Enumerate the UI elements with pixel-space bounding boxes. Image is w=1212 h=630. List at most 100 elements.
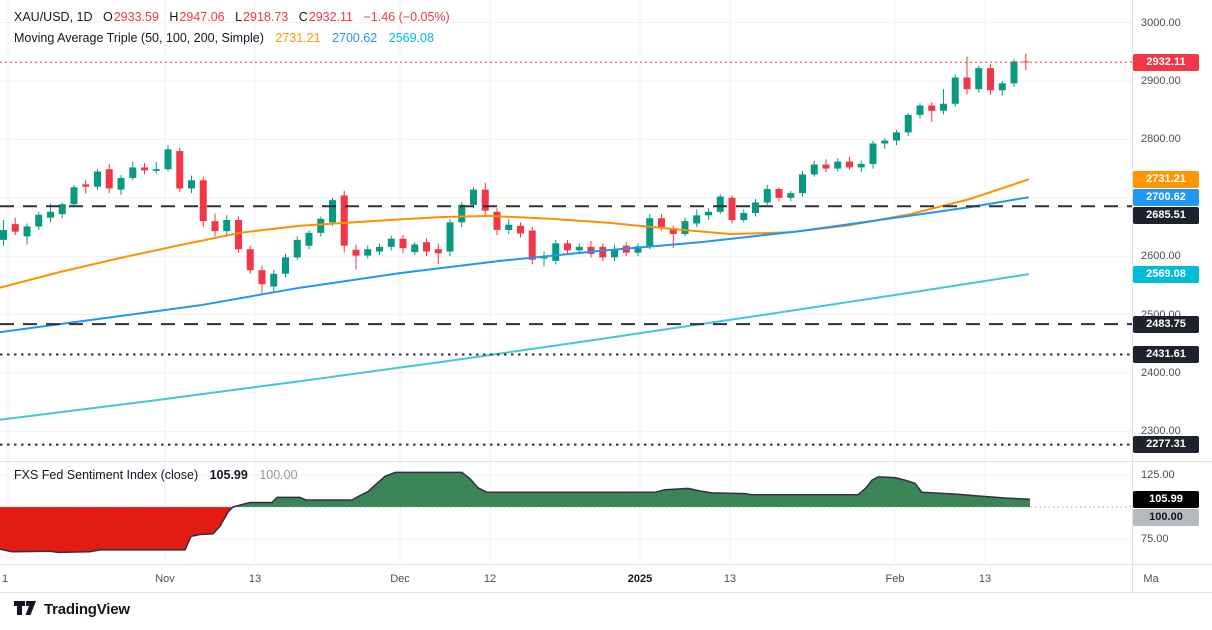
change-value: −1.46 (−0.05%)	[363, 10, 450, 24]
candle-up	[70, 187, 78, 205]
candle-down	[352, 249, 360, 256]
ohlc-low: L2918.73	[235, 10, 289, 24]
ohlc-high: H2947.06	[169, 10, 225, 24]
price-badge: 2483.75	[1133, 315, 1199, 333]
candle-up	[916, 105, 924, 115]
tradingview-label: TradingView	[44, 601, 130, 618]
price-tick: 2800.00	[1141, 133, 1181, 146]
ma-indicator-title: Moving Average Triple (50, 100, 200, Sim…	[14, 31, 264, 45]
ma-indicator-legend[interactable]: Moving Average Triple (50, 100, 200, Sim…	[14, 31, 434, 45]
candle-down	[199, 180, 207, 222]
price-badge: 2277.31	[1133, 436, 1199, 454]
candle-down	[669, 228, 677, 235]
candle-up	[305, 232, 313, 246]
ma200-value: 2569.08	[388, 31, 434, 45]
price-badge: 2932.11	[1133, 53, 1199, 71]
candle-up	[998, 83, 1006, 91]
symbol-legend[interactable]: XAU/USD, 1D O2933.59 H2947.06 L2918.73 C…	[14, 10, 450, 24]
sentiment-tick: 125.00	[1141, 469, 1175, 481]
ohlc-open: O2933.59	[102, 10, 159, 24]
candle-down	[587, 246, 595, 254]
candle-down	[846, 161, 853, 168]
price-badge: 2431.61	[1133, 346, 1199, 364]
sentiment-indicator-legend[interactable]: FXS Fed Sentiment Index (close) 105.99 1…	[14, 468, 298, 482]
ma-line-sma-200	[0, 273, 1029, 421]
sentiment-area-below	[0, 507, 233, 553]
candle-down	[728, 197, 736, 220]
candle-down	[82, 184, 90, 187]
candle-down	[340, 195, 348, 246]
candle-up	[799, 174, 806, 194]
candle-up	[293, 239, 301, 258]
candle-down	[399, 238, 407, 249]
candle-down	[105, 169, 113, 189]
candle-up	[716, 196, 724, 212]
candle-up	[364, 249, 372, 256]
price-badge: 2731.21	[1133, 171, 1199, 189]
tradingview-logo[interactable]: TradingView	[14, 601, 130, 618]
time-label: 1	[1, 573, 9, 585]
candle-down	[987, 68, 994, 91]
candle-down	[658, 218, 665, 227]
candle-up	[940, 103, 947, 111]
chart-canvas[interactable]	[0, 0, 1132, 563]
ohlc-close: C2932.11	[298, 10, 354, 24]
ma-line-sma-100	[0, 196, 1029, 334]
candle-up	[505, 224, 513, 230]
ma50-value: 2731.21	[275, 31, 321, 45]
time-label: Ma	[1143, 573, 1159, 585]
candle-up	[857, 163, 865, 168]
pane-divider[interactable]	[0, 461, 1212, 462]
candle-up	[869, 143, 877, 164]
time-axis-divider	[0, 564, 1212, 565]
ma100-value: 2700.62	[332, 31, 378, 45]
candle-up	[705, 211, 712, 216]
candle-down	[423, 242, 430, 252]
candle-up	[94, 171, 101, 187]
time-label: Feb	[885, 573, 905, 585]
time-label: 13	[723, 573, 737, 585]
sentiment-badge: 105.99	[1133, 490, 1199, 508]
candle-up	[270, 273, 278, 287]
candle-up	[58, 204, 66, 215]
price-tick: 3000.00	[1141, 16, 1181, 29]
candle-up	[0, 229, 7, 240]
candle-up	[893, 132, 900, 141]
candle-up	[164, 149, 172, 170]
candle-up	[35, 214, 43, 227]
candle-down	[246, 249, 254, 271]
candle-down	[11, 224, 19, 232]
price-badge: 2685.51	[1133, 207, 1199, 225]
candle-down	[528, 230, 536, 260]
price-tick: 2300.00	[1141, 425, 1181, 438]
candle-down	[493, 211, 501, 230]
candle-down	[434, 249, 442, 254]
price-axis-divider	[1132, 0, 1133, 592]
candle-up	[810, 164, 818, 175]
candle-up	[646, 218, 654, 247]
candle-up	[1010, 61, 1018, 84]
time-label: 13	[978, 573, 992, 585]
candle-up	[611, 249, 618, 258]
price-tick: 2600.00	[1141, 250, 1181, 263]
candle-up	[223, 219, 231, 232]
candle-up	[411, 244, 419, 253]
candle-up	[740, 212, 748, 220]
candle-up	[458, 204, 466, 223]
candle-up	[188, 180, 195, 189]
bottom-divider	[0, 592, 1212, 593]
time-label: Nov	[155, 573, 175, 585]
sentiment-badge: 100.00	[1133, 508, 1199, 526]
candle-down	[258, 270, 266, 285]
candle-down	[599, 246, 607, 258]
price-tick: 2900.00	[1141, 75, 1181, 87]
candle-down	[211, 221, 219, 232]
candle-up	[446, 222, 454, 252]
candle-down	[481, 189, 489, 211]
candle-down	[517, 225, 524, 234]
candle-up	[329, 200, 336, 223]
candle-up	[117, 177, 125, 190]
candle-up	[752, 202, 759, 213]
candle-down	[775, 189, 783, 198]
